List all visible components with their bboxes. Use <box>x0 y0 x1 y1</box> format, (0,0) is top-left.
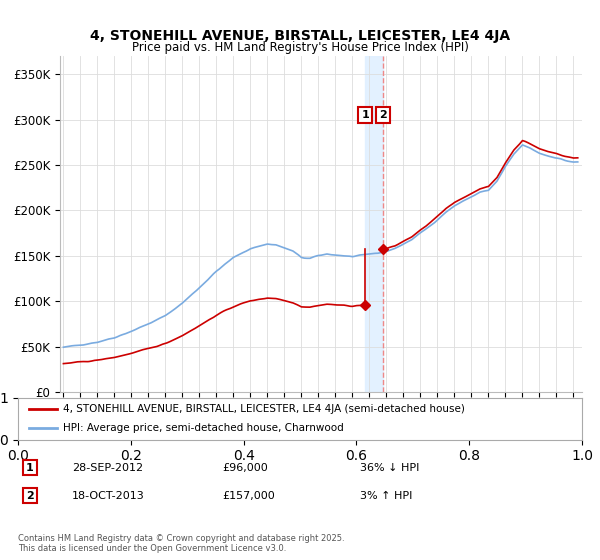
Text: 18-OCT-2013: 18-OCT-2013 <box>72 491 145 501</box>
Text: 1: 1 <box>26 463 34 473</box>
Text: 3% ↑ HPI: 3% ↑ HPI <box>360 491 412 501</box>
Text: HPI: Average price, semi-detached house, Charnwood: HPI: Average price, semi-detached house,… <box>63 423 344 433</box>
Text: 2: 2 <box>379 110 387 120</box>
Bar <box>365 56 383 392</box>
Text: Price paid vs. HM Land Registry's House Price Index (HPI): Price paid vs. HM Land Registry's House … <box>131 41 469 54</box>
Text: 28-SEP-2012: 28-SEP-2012 <box>72 463 143 473</box>
Text: 4, STONEHILL AVENUE, BIRSTALL, LEICESTER, LE4 4JA (semi-detached house): 4, STONEHILL AVENUE, BIRSTALL, LEICESTER… <box>63 404 465 414</box>
Text: 1: 1 <box>361 110 369 120</box>
Text: 36% ↓ HPI: 36% ↓ HPI <box>360 463 419 473</box>
Text: £157,000: £157,000 <box>222 491 275 501</box>
Text: 4, STONEHILL AVENUE, BIRSTALL, LEICESTER, LE4 4JA: 4, STONEHILL AVENUE, BIRSTALL, LEICESTER… <box>90 29 510 44</box>
Text: Contains HM Land Registry data © Crown copyright and database right 2025.
This d: Contains HM Land Registry data © Crown c… <box>18 534 344 553</box>
Text: 2: 2 <box>26 491 34 501</box>
Text: £96,000: £96,000 <box>222 463 268 473</box>
